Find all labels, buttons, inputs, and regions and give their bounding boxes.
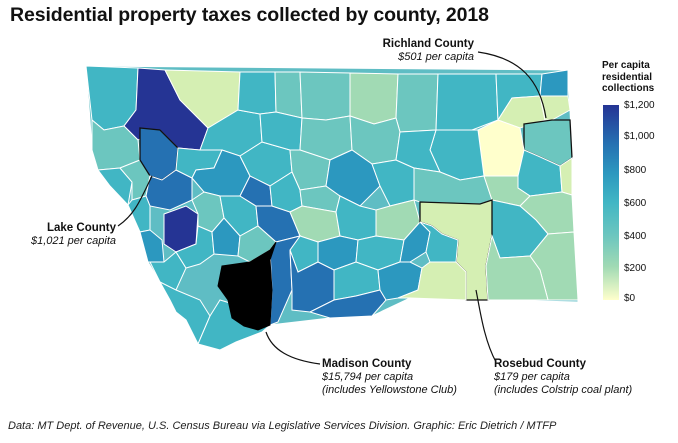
callout-madison: Madison County $15,794 per capita (inclu…: [322, 358, 457, 397]
county: [237, 71, 277, 115]
legend-tick: $200: [624, 263, 647, 274]
callout-richland: Richland County $501 per capita: [370, 38, 474, 64]
county: [175, 225, 215, 269]
county: [435, 73, 499, 131]
county: [477, 119, 525, 177]
callout-name: Rosebud County: [494, 358, 586, 370]
callout-value: $1,021 per capita: [30, 235, 116, 247]
legend-title: Per capita residential collections: [602, 60, 676, 95]
callout-value: $179 per capita: [494, 371, 570, 383]
legend-tick: $800: [624, 165, 647, 176]
county: [139, 229, 165, 263]
leader-madison: [265, 331, 321, 365]
callout-value: $501 per capita: [398, 51, 474, 63]
leader-richland: [477, 51, 547, 119]
callout-leaders: [117, 51, 547, 365]
callout-name: Madison County: [322, 358, 412, 370]
legend-tick: $1,200: [624, 100, 655, 111]
county: [299, 71, 351, 121]
leader-rosebud: [475, 289, 497, 363]
legend-tick: $0: [624, 293, 636, 304]
county-madison: [217, 241, 277, 331]
callout-rosebud: Rosebud County $179 per capita (includes…: [494, 358, 632, 397]
county: [274, 71, 303, 119]
county: [397, 261, 467, 301]
callout-name: Richland County: [382, 38, 474, 50]
legend-title-line: residential: [602, 71, 653, 83]
county: [349, 72, 399, 125]
county: [97, 167, 133, 207]
legend-tick: $400: [624, 231, 647, 242]
county: [395, 73, 439, 133]
callout-name: Lake County: [46, 222, 116, 234]
leader-lake: [117, 175, 153, 227]
county: [539, 69, 569, 97]
legend-tick: $600: [624, 198, 647, 209]
chart-title: Residential property taxes collected by …: [10, 4, 489, 26]
legend-color-bar: [603, 105, 619, 300]
callout-value: $15,794 per capita: [322, 371, 414, 383]
callout-note: (includes Yellowstone Club): [322, 384, 457, 396]
callout-lake: Lake County $1,021 per capita: [12, 222, 116, 248]
callout-note: (includes Colstrip coal plant): [494, 384, 633, 396]
county: [308, 289, 387, 319]
legend-tick: $1,000: [624, 131, 655, 142]
source-credit: Data: MT Dept. of Revenue, U.S. Census B…: [8, 420, 557, 432]
county: [325, 149, 381, 207]
legend-title-line: Per capita: [602, 60, 650, 71]
legend-title-line: collections: [602, 83, 655, 94]
county-tiles: [85, 65, 579, 351]
county: [485, 234, 549, 301]
